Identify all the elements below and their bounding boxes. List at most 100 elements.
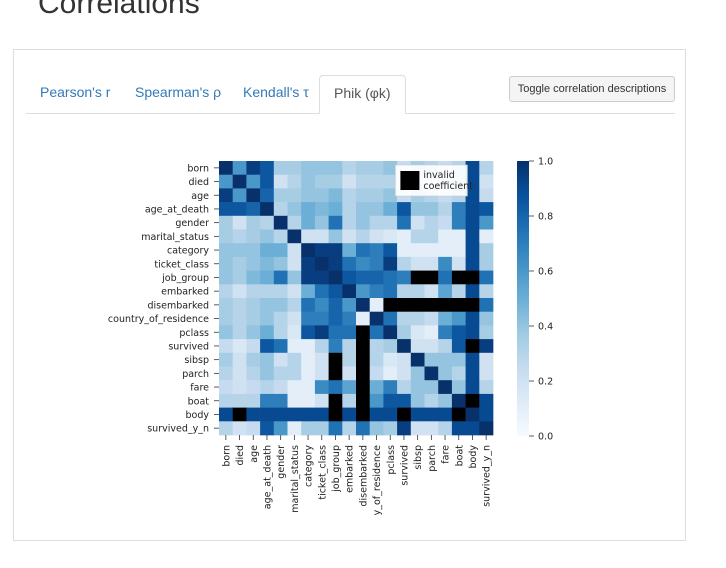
heatmap-cell xyxy=(369,202,384,217)
heatmap-cell xyxy=(314,298,329,313)
tab-spearman[interactable]: Spearman's ρ xyxy=(135,84,222,100)
heatmap-cell xyxy=(219,188,234,203)
heatmap-cell xyxy=(287,188,302,203)
heatmap-cell xyxy=(479,243,494,258)
heatmap-cell xyxy=(465,393,480,408)
heatmap-cell xyxy=(356,243,371,258)
y-tick-label: gender xyxy=(175,218,209,229)
x-tick-label: age_at_death xyxy=(262,445,273,509)
heatmap-cell xyxy=(438,352,453,367)
heatmap-cell xyxy=(451,298,466,313)
heatmap-cell xyxy=(369,298,384,313)
heatmap-cell xyxy=(479,393,494,408)
heatmap-cell xyxy=(342,380,357,395)
heatmap-cell xyxy=(314,188,329,203)
heatmap-cell xyxy=(383,202,398,217)
heatmap-cell xyxy=(424,229,439,244)
heatmap-cell xyxy=(451,421,466,436)
heatmap-cell xyxy=(356,229,371,244)
heatmap-cell xyxy=(328,229,343,244)
heatmap-cell xyxy=(314,243,329,258)
heatmap-cell xyxy=(260,174,275,189)
heatmap-cell xyxy=(342,407,357,422)
tab-phik[interactable]: Phik (φk) xyxy=(319,75,406,114)
heatmap-cell xyxy=(287,352,302,367)
heatmap-cell xyxy=(438,366,453,381)
heatmap-cell xyxy=(410,256,425,271)
toggle-descriptions-button[interactable]: Toggle correlation descriptions xyxy=(509,76,675,102)
heatmap-cell xyxy=(273,298,288,313)
heatmap-cell xyxy=(328,215,343,230)
heatmap-cell xyxy=(314,352,329,367)
heatmap-cell xyxy=(246,352,261,367)
heatmap-cell xyxy=(246,174,261,189)
heatmap-cell xyxy=(301,421,316,436)
heatmap-cell xyxy=(246,202,261,217)
heatmap-cell xyxy=(314,256,329,271)
tab-kendall[interactable]: Kendall's τ xyxy=(243,84,309,100)
heatmap-cell xyxy=(287,311,302,326)
heatmap-cell xyxy=(369,229,384,244)
heatmap-cell xyxy=(424,421,439,436)
heatmap-cell xyxy=(287,270,302,285)
heatmap-cell xyxy=(479,298,494,313)
heatmap-cell xyxy=(410,407,425,422)
heatmap-cell xyxy=(246,325,261,340)
heatmap-cell xyxy=(287,366,302,381)
heatmap-cell xyxy=(273,407,288,422)
heatmap-cell xyxy=(369,421,384,436)
heatmap-cell xyxy=(369,256,384,271)
heatmap-cell xyxy=(328,380,343,395)
heatmap-cell xyxy=(328,243,343,258)
heatmap-cell xyxy=(342,421,357,436)
heatmap-cell xyxy=(314,407,329,422)
heatmap-cell xyxy=(232,215,247,230)
heatmap-cell xyxy=(301,298,316,313)
heatmap-cell xyxy=(328,270,343,285)
heatmap-cell xyxy=(410,229,425,244)
heatmap-cell xyxy=(438,270,453,285)
heatmap-cell xyxy=(273,352,288,367)
heatmap-cell xyxy=(246,161,261,176)
heatmap-cell xyxy=(246,339,261,354)
colorbar-tick-label: 0.8 xyxy=(538,212,553,223)
heatmap-cell xyxy=(273,202,288,217)
heatmap-cell xyxy=(273,174,288,189)
heatmap-cell xyxy=(410,421,425,436)
heatmap-cell xyxy=(287,325,302,340)
legend-invalid-swatch xyxy=(400,171,420,190)
tab-pearson[interactable]: Pearson's r xyxy=(40,84,111,100)
heatmap-cell xyxy=(465,421,480,436)
heatmap-cell xyxy=(314,393,329,408)
heatmap-cell xyxy=(232,243,247,258)
heatmap-cell xyxy=(260,161,275,176)
heatmap-cell xyxy=(287,229,302,244)
heatmap-cell xyxy=(314,270,329,285)
heatmap-cell xyxy=(301,366,316,381)
heatmap-cell xyxy=(356,270,371,285)
heatmap-cell xyxy=(356,407,371,422)
heatmap-cell xyxy=(369,284,384,299)
heatmap-cell xyxy=(342,174,357,189)
heatmap-cell xyxy=(424,243,439,258)
heatmap-cell xyxy=(465,284,480,299)
heatmap-cell xyxy=(397,339,412,354)
heatmap-cell xyxy=(356,202,371,217)
heatmap-cell xyxy=(328,161,343,176)
heatmap-cell xyxy=(328,284,343,299)
heatmap-cell xyxy=(451,339,466,354)
heatmap-cell xyxy=(356,393,371,408)
heatmap-cell xyxy=(479,161,494,176)
x-tick-label: age xyxy=(249,445,260,463)
colorbar xyxy=(517,161,529,436)
y-tick-label: marital_status xyxy=(141,232,209,243)
heatmap-cell xyxy=(451,311,466,326)
heatmap-cell xyxy=(397,298,412,313)
heatmap-cell xyxy=(479,407,494,422)
heatmap-cell xyxy=(410,202,425,217)
heatmap-cell xyxy=(232,256,247,271)
colorbar-tick-label: 0.0 xyxy=(538,432,553,443)
heatmap-cell xyxy=(451,229,466,244)
y-tick-label: survived_y_n xyxy=(147,424,209,435)
